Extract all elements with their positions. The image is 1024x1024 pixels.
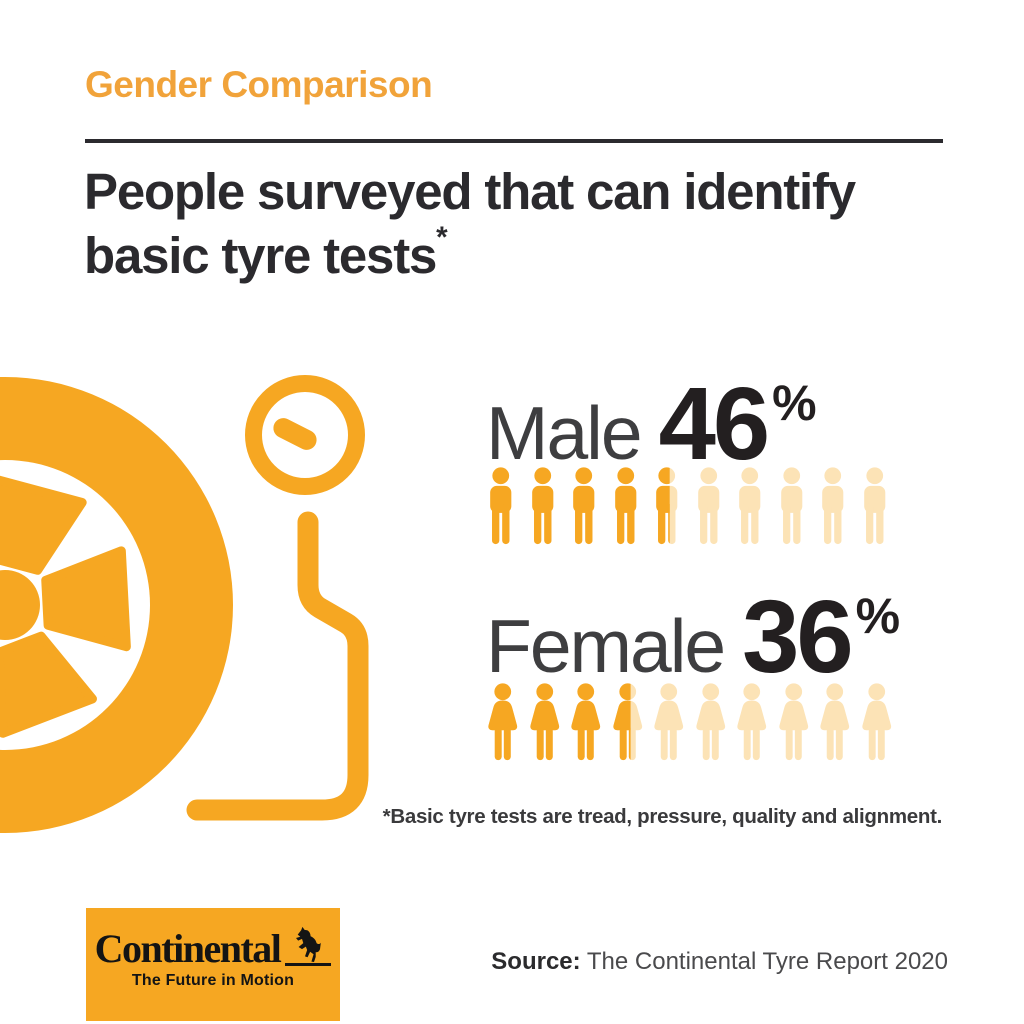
female-icon [777, 683, 811, 763]
female-value: 36 [742, 579, 854, 694]
female-icon [860, 683, 894, 763]
male-icon [486, 467, 516, 547]
female-icon [611, 683, 645, 763]
male-icon [611, 467, 641, 547]
male-icon [528, 467, 558, 547]
chart-title-line1: People surveyed that can identify [84, 163, 856, 220]
female-icon [569, 683, 603, 763]
male-value: 46 [658, 366, 771, 481]
continental-tagline: The Future in Motion [131, 972, 295, 989]
section-title: Gender Comparison [85, 64, 433, 105]
female-icon [694, 683, 728, 763]
source-label: Source: [491, 948, 581, 975]
male-pictogram-row [486, 467, 889, 547]
horse-baseline [285, 963, 332, 966]
male-percent-sign: % [772, 375, 817, 431]
female-icon [735, 683, 769, 763]
source-line: Source: The Continental Tyre Report 2020 [491, 948, 948, 976]
female-percent-sign: % [855, 588, 901, 644]
female-icon [486, 683, 520, 763]
male-icon [569, 467, 599, 547]
continental-wordmark: Continental [94, 926, 282, 972]
pressure-gauge-icon [186, 375, 369, 821]
female-icon [652, 683, 686, 763]
male-icon [818, 467, 848, 547]
chart-title-line2: basic tyre tests [84, 226, 437, 284]
horse-icon [296, 926, 322, 962]
tyre-icon [0, 377, 233, 833]
male-stat: Male 46% [486, 372, 817, 475]
male-label: Male [486, 391, 643, 475]
male-icon [694, 467, 724, 547]
female-icon [528, 683, 562, 763]
female-icon [818, 683, 852, 763]
male-icon [860, 467, 890, 547]
male-icon [777, 467, 807, 547]
male-icon [735, 467, 765, 547]
chart-title: People surveyed that can identify basic … [84, 163, 964, 284]
female-label: Female [486, 604, 726, 688]
continental-logo: Continental The Future in Motion [86, 908, 340, 1021]
male-icon [652, 467, 682, 547]
female-stat: Female 36% [486, 585, 900, 688]
female-pictogram-row [486, 683, 893, 763]
source-text: The Continental Tyre Report 2020 [580, 948, 948, 975]
footnote: *Basic tyre tests are tread, pressure, q… [382, 805, 943, 828]
footnote-marker: * [436, 220, 448, 254]
divider-line [85, 139, 943, 143]
